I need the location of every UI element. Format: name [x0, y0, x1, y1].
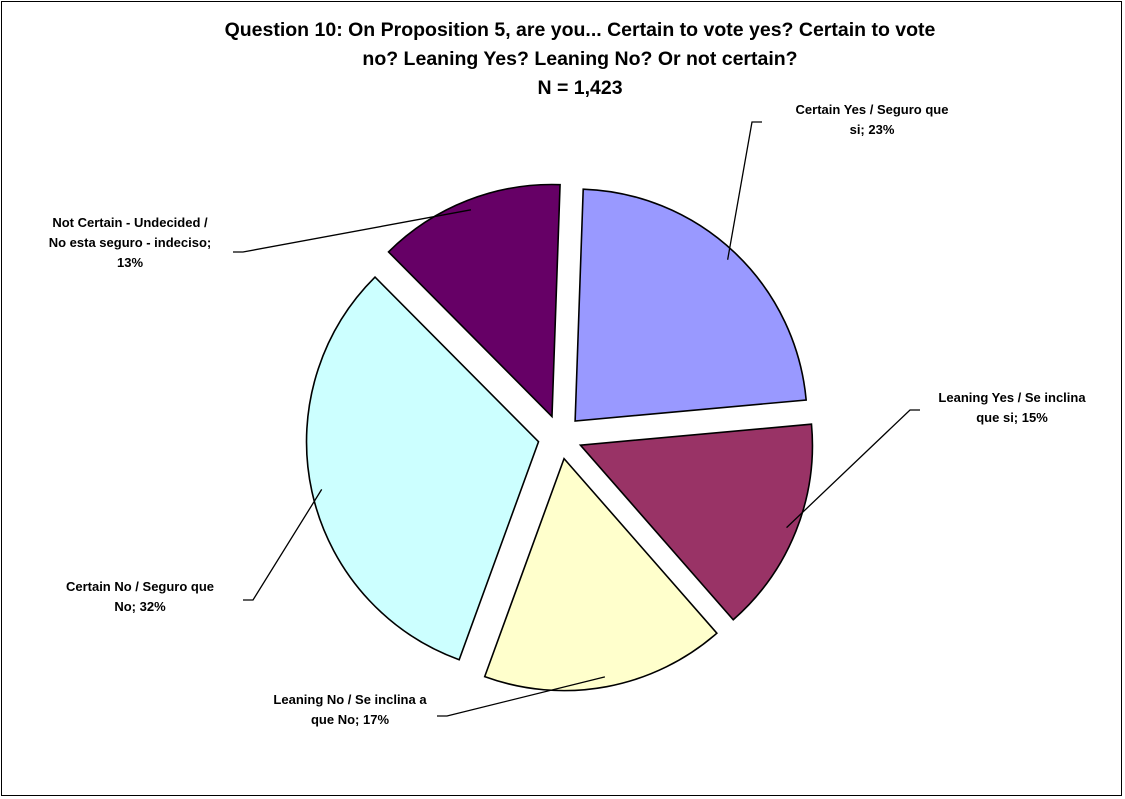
chart-title-line-1: Question 10: On Proposition 5, are you..… [224, 19, 936, 41]
slice-label-1-line-2: si; 23% [849, 122, 895, 137]
slice-label-2-line-1: Leaning Yes / Se inclina [938, 390, 1086, 405]
slice-label-3-line-1: Leaning No / Se inclina a [273, 692, 427, 707]
pie-slice-4 [305, 275, 540, 661]
pie-slice-3 [483, 457, 718, 692]
pie-slice-5 [387, 183, 561, 419]
leader-lines [233, 121, 920, 717]
slice-label-3-line-2: que No; 17% [310, 712, 389, 727]
chart-title: Question 10: On Proposition 5, are you..… [100, 16, 1060, 103]
slice-label-5-line-2: No esta seguro - indeciso; [48, 235, 212, 250]
slice-label-4-line-1: Certain No / Seguro que [65, 579, 215, 594]
slice-label-4-line-2: No; 32% [114, 599, 166, 614]
slice-label-5-line-1: Not Certain - Undecided / [52, 215, 208, 230]
leader-line-1 [727, 121, 762, 260]
slice-label-3: Leaning No / Se inclina a que No; 17% [230, 690, 470, 730]
slice-label-1-line-1: Certain Yes / Seguro que [795, 102, 949, 117]
slice-label-5: Not Certain - Undecided / No esta seguro … [6, 213, 254, 273]
leader-line-4 [243, 489, 323, 601]
slice-label-2: Leaning Yes / Se inclina que si; 15% [902, 388, 1122, 428]
pie-slice-1 [574, 188, 808, 422]
leader-line-3 [437, 676, 606, 717]
chart-title-line-2: no? Leaning Yes? Leaning No? Or not cert… [362, 48, 798, 70]
chart-title-line-3: N = 1,423 [537, 77, 623, 99]
leader-line-5 [233, 209, 472, 253]
leader-line-2 [786, 409, 920, 529]
slice-label-5-line-3: 13% [116, 255, 144, 270]
pie-slices [305, 183, 814, 692]
pie-slice-2 [578, 423, 814, 621]
slice-label-1: Certain Yes / Seguro que si; 23% [752, 100, 992, 140]
slice-label-2-line-2: que si; 15% [976, 410, 1048, 425]
slice-label-4: Certain No / Seguro que No; 32% [20, 577, 260, 617]
